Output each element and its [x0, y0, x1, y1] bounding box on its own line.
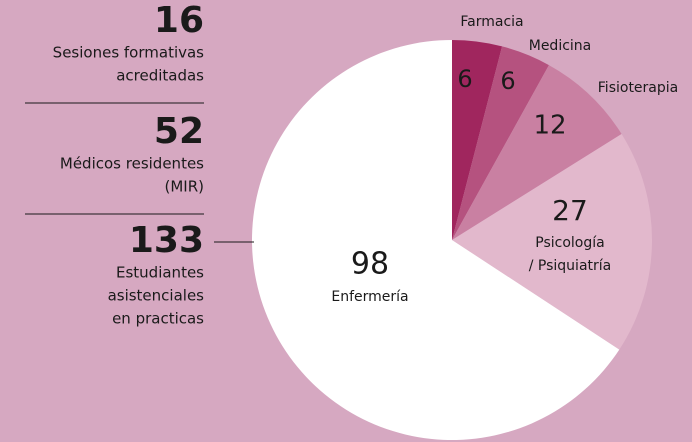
slice-value: 12: [533, 111, 566, 141]
stat-value: 16: [154, 0, 204, 41]
stat-label: asistenciales: [108, 287, 205, 305]
stat-label: (MIR): [165, 178, 205, 196]
slice-label: Fisioterapia: [598, 80, 678, 96]
slice-label: Farmacia: [460, 14, 523, 30]
slice-value: 98: [351, 247, 389, 282]
stat-label: Sesiones formativas: [53, 44, 205, 62]
pie-slice: [452, 40, 503, 240]
stat-label: acreditadas: [116, 67, 204, 85]
stat-label: Médicos residentes: [60, 155, 204, 173]
pie-slice: [452, 65, 622, 241]
stat-value: 133: [129, 220, 204, 261]
slice-label: Psicología: [535, 235, 604, 251]
slice-label: Enfermería: [331, 289, 408, 305]
stat-label: en practicas: [112, 310, 204, 328]
slice-value: 6: [457, 65, 472, 93]
pie-slice: [251, 40, 620, 441]
stat-value: 52: [154, 111, 204, 152]
slice-value: 6: [500, 67, 515, 95]
slice-label: / Psiquiatría: [529, 258, 612, 274]
pie-slice: [452, 46, 549, 240]
pie-slice: [452, 133, 653, 350]
stat-label: Estudiantes: [116, 264, 204, 282]
slice-label: Medicina: [529, 38, 592, 54]
slice-value: 27: [552, 194, 588, 227]
